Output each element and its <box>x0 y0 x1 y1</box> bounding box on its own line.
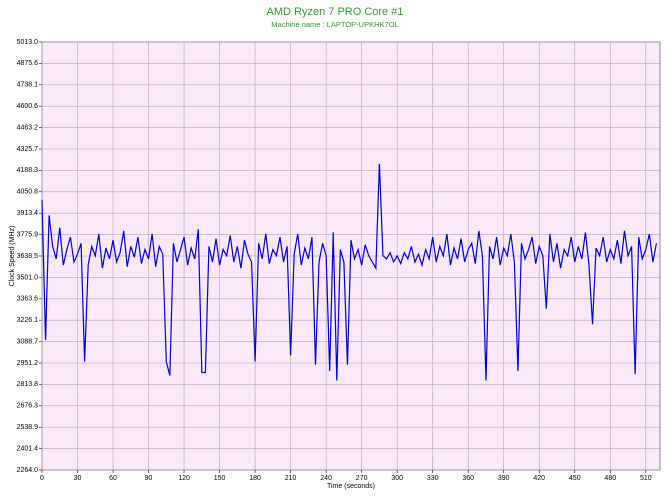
y-tick-label: 2676.3 <box>17 403 39 410</box>
y-tick-label: 4738.1 <box>17 82 39 89</box>
y-tick-label: 4188.3 <box>17 167 39 174</box>
x-tick-label: 300 <box>391 475 403 482</box>
x-tick-label: 510 <box>640 475 652 482</box>
y-tick-label: 3913.4 <box>17 210 39 217</box>
y-tick-label: 4050.8 <box>17 189 39 196</box>
y-tick-label: 3501.0 <box>17 274 39 281</box>
y-tick-label: 3638.5 <box>17 253 39 260</box>
y-tick-label: 3226.1 <box>17 317 39 324</box>
x-tick-label: 480 <box>604 475 616 482</box>
data-line <box>41 163 658 381</box>
y-tick-label: 2951.2 <box>17 360 39 367</box>
x-tick-label: 30 <box>74 475 82 482</box>
x-tick-label: 420 <box>533 475 545 482</box>
y-tick-label: 4875.6 <box>17 60 39 67</box>
x-tick-label: 90 <box>145 475 153 482</box>
y-tick-label: 2813.8 <box>17 381 39 388</box>
y-tick-label: 5013.0 <box>17 39 39 46</box>
y-tick-label: 2401.4 <box>17 445 39 452</box>
y-tick-label: 4325.7 <box>17 146 39 153</box>
x-tick-label: 450 <box>569 475 581 482</box>
y-tick-label: 2538.9 <box>17 424 39 431</box>
x-tick-label: 210 <box>285 475 297 482</box>
x-tick-label: 0 <box>40 475 44 482</box>
x-tick-label: 330 <box>427 475 439 482</box>
y-tick-label: 4600.6 <box>17 103 39 110</box>
x-tick-label: 240 <box>320 475 332 482</box>
x-tick-label: 390 <box>498 475 510 482</box>
x-tick-label: 60 <box>109 475 117 482</box>
y-tick-label: 3775.9 <box>17 231 39 238</box>
x-tick-label: 270 <box>356 475 368 482</box>
x-tick-label: 180 <box>249 475 261 482</box>
y-tick-label: 3363.6 <box>17 296 39 303</box>
y-tick-label: 2264.0 <box>17 467 39 474</box>
x-tick-label: 150 <box>214 475 226 482</box>
y-tick-label: 4463.2 <box>17 124 39 131</box>
x-tick-label: 360 <box>462 475 474 482</box>
y-tick-label: 3088.7 <box>17 338 39 345</box>
chart-title: AMD Ryzen 7 PRO Core #1 <box>267 6 404 18</box>
x-axis-label: Time (seconds) <box>327 483 375 490</box>
y-axis-label: Clock Speed (MHz) <box>9 226 16 287</box>
x-tick-label: 120 <box>178 475 190 482</box>
chart-subtitle: Machine name : LAPTOP-UPKHK7OL <box>271 20 398 29</box>
